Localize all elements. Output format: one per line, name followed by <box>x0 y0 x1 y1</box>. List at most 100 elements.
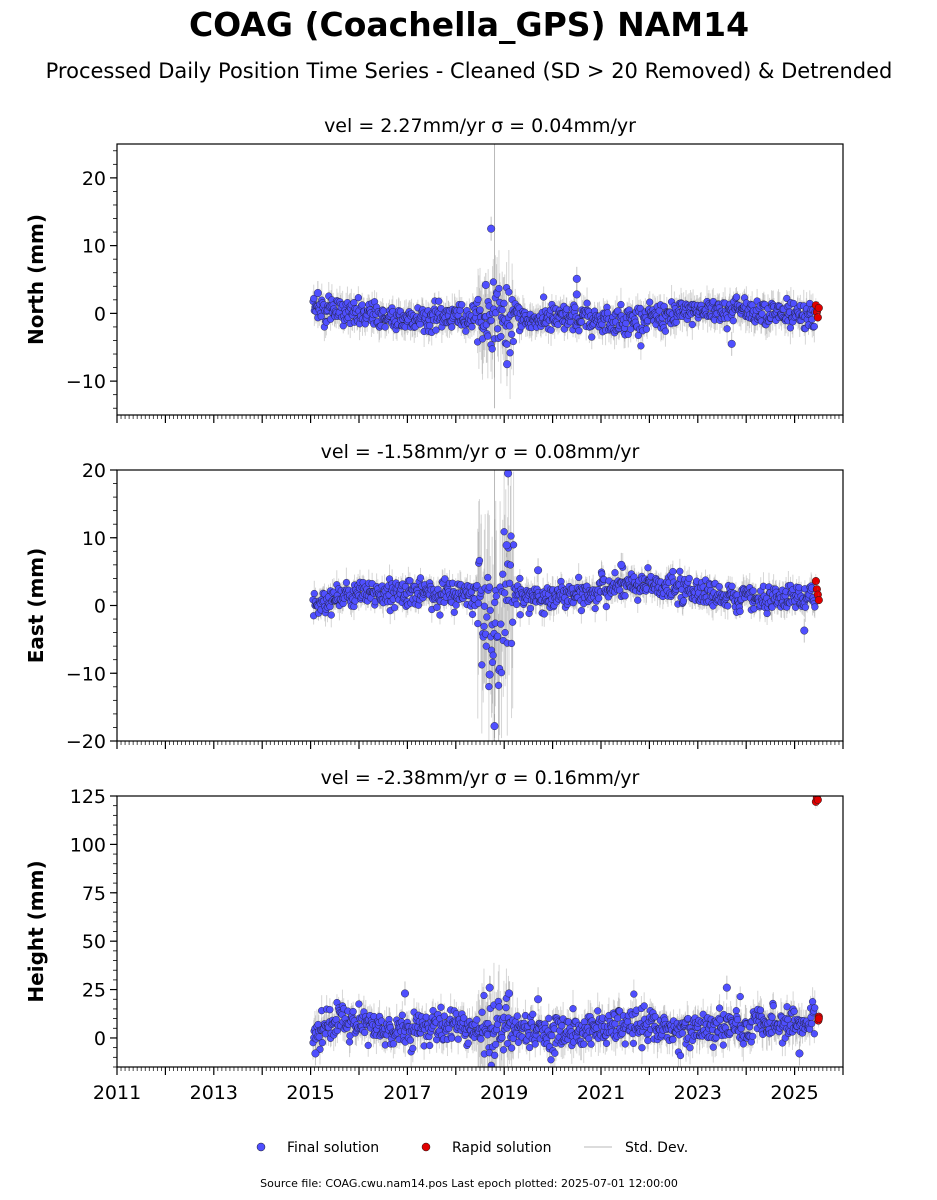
final-point <box>441 575 449 583</box>
final-point <box>464 1039 472 1047</box>
rapid-point <box>814 303 823 313</box>
final-point <box>611 569 619 577</box>
final-point <box>580 1040 588 1048</box>
final-point <box>452 601 460 609</box>
final-point <box>728 582 736 590</box>
final-point <box>526 1043 534 1052</box>
final-point <box>436 611 444 619</box>
north-rapid-points <box>811 298 823 325</box>
final-point <box>642 325 651 333</box>
final-point <box>551 1049 559 1057</box>
final-point <box>477 1035 485 1043</box>
final-point <box>315 1033 323 1041</box>
final-point <box>614 307 622 315</box>
final-point <box>492 1040 500 1049</box>
final-point <box>507 532 515 540</box>
final-point <box>621 592 629 600</box>
final-point <box>715 583 723 591</box>
final-point <box>505 288 513 296</box>
final-point <box>327 611 335 619</box>
final-point <box>575 327 583 335</box>
final-point <box>389 1040 397 1048</box>
final-point <box>644 564 652 572</box>
final-point <box>484 573 492 582</box>
final-point <box>602 1039 611 1047</box>
final-point <box>526 604 535 612</box>
final-point <box>616 1007 624 1015</box>
outlier-point <box>485 670 494 679</box>
final-point <box>475 556 484 565</box>
final-point <box>501 628 509 637</box>
outlier-point <box>504 470 513 478</box>
final-point <box>506 561 515 569</box>
final-point <box>317 312 325 320</box>
y-tick-label: 20 <box>82 168 106 190</box>
final-point <box>398 1011 406 1019</box>
final-point <box>432 326 440 334</box>
final-point <box>507 639 516 648</box>
outlier-point <box>490 722 499 731</box>
final-point <box>540 610 548 618</box>
final-point <box>621 1040 629 1048</box>
final-point <box>476 306 484 314</box>
final-point <box>406 1036 414 1044</box>
final-point <box>468 610 477 618</box>
outlier-point <box>534 566 543 575</box>
outlier-point <box>800 626 809 635</box>
final-point <box>499 570 507 578</box>
final-point <box>661 327 670 335</box>
final-point <box>646 298 654 306</box>
outlier-point <box>313 289 322 298</box>
final-point <box>679 597 688 605</box>
y-tick-label: 0 <box>94 303 106 325</box>
final-point <box>358 301 366 309</box>
final-point <box>468 323 476 331</box>
final-point <box>491 598 499 607</box>
final-point <box>500 528 508 536</box>
final-point <box>588 333 596 341</box>
final-point <box>489 651 497 659</box>
north-std-dev-bars <box>312 144 816 409</box>
height-plot-area <box>309 796 823 1067</box>
final-point <box>503 340 511 348</box>
north-panel-title: vel = 2.27mm/yr σ = 0.04mm/yr <box>324 115 636 137</box>
final-point <box>482 642 490 650</box>
final-point <box>545 1014 553 1022</box>
final-point <box>591 604 599 613</box>
final-point <box>497 332 505 341</box>
chart-subtitle: Processed Daily Position Time Series - C… <box>46 59 893 83</box>
final-point <box>473 581 481 590</box>
final-point <box>685 574 693 583</box>
y-tick-label: 0 <box>94 596 106 618</box>
final-point <box>458 301 466 309</box>
final-point <box>508 1044 516 1052</box>
final-point <box>507 330 516 338</box>
final-point <box>516 574 524 583</box>
final-point <box>426 321 434 330</box>
final-point <box>575 573 583 581</box>
final-point <box>594 1007 602 1015</box>
final-point <box>498 1033 506 1042</box>
final-point <box>488 658 497 667</box>
east-rapid-points <box>811 574 823 608</box>
final-point <box>499 1046 508 1054</box>
final-point <box>810 322 818 331</box>
final-point <box>531 1040 539 1048</box>
final-point <box>483 613 491 621</box>
final-point <box>473 1016 481 1024</box>
final-point <box>349 1007 357 1016</box>
outlier-point <box>727 339 736 348</box>
final-point <box>500 299 508 307</box>
y-tick-label: −10 <box>66 663 106 685</box>
final-point <box>558 1022 566 1030</box>
final-point <box>502 1004 510 1012</box>
east-y-axis-label: East (mm) <box>24 548 48 664</box>
final-point <box>318 1039 326 1047</box>
final-point <box>547 1056 555 1064</box>
final-point <box>749 587 757 595</box>
panels: −10 0 10 20 vel = 2.27mm/yr σ = 0.04mm/yr Nor… <box>24 115 844 1104</box>
final-point <box>506 349 514 357</box>
final-point <box>509 541 518 549</box>
east-plot-area <box>309 470 823 741</box>
final-point <box>577 606 585 615</box>
